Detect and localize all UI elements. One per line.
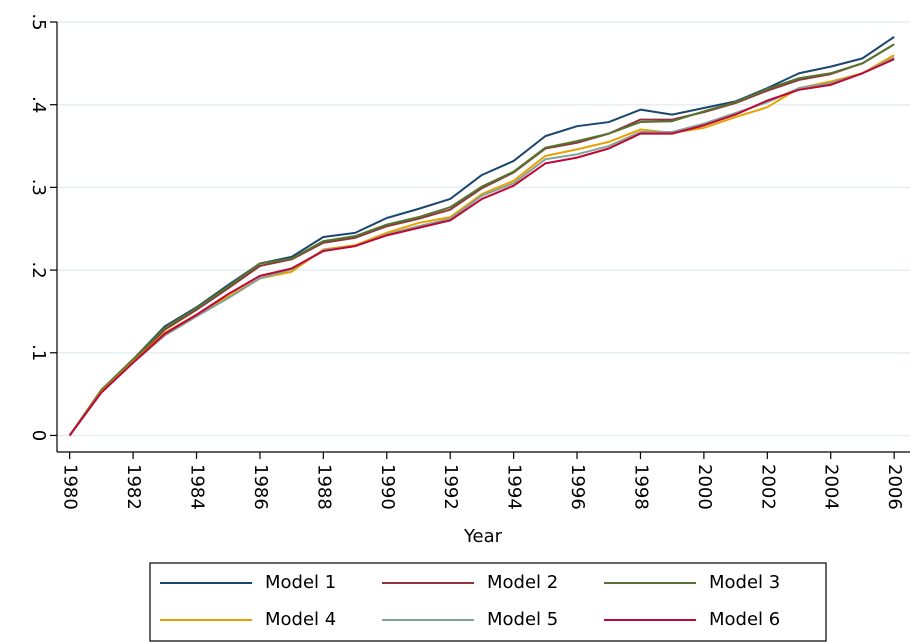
series-line — [68, 43, 895, 437]
x-tick-label: 1996 — [567, 464, 588, 510]
x-tick-label: 2004 — [821, 464, 842, 510]
legend-label: Model 5 — [487, 609, 558, 630]
y-tick-label: .2 — [28, 261, 49, 278]
legend-label: Model 6 — [709, 609, 780, 630]
legend-box — [149, 562, 827, 642]
x-tick-label: 1992 — [440, 464, 461, 510]
legend-label: Model 1 — [265, 572, 336, 593]
y-tick-label: 0 — [28, 430, 49, 441]
legend-label: Model 4 — [265, 609, 336, 630]
legend-label: Model 2 — [487, 572, 558, 593]
x-tick-label: 1998 — [630, 464, 651, 510]
series-line — [68, 43, 895, 437]
y-tick-label: .3 — [28, 179, 49, 196]
x-axis-title: Year — [463, 526, 503, 547]
x-tick-label: 1994 — [504, 464, 525, 510]
x-tick-label: 2002 — [757, 464, 778, 510]
y-tick-label: .5 — [28, 13, 49, 30]
x-tick-label: 1980 — [60, 464, 81, 510]
x-tick-label: 1986 — [250, 464, 271, 510]
x-tick-label: 1990 — [377, 464, 398, 510]
series-line — [68, 58, 895, 437]
x-tick-label: 1988 — [313, 464, 334, 510]
x-tick-label: 2000 — [694, 464, 715, 510]
y-tick-label: .4 — [28, 96, 49, 113]
x-tick-label: 1984 — [187, 464, 208, 510]
series-line — [68, 54, 895, 437]
series-line — [68, 56, 895, 437]
y-tick-label: .1 — [28, 344, 49, 361]
legend-label: Model 3 — [709, 572, 780, 593]
series-line — [68, 36, 895, 437]
x-tick-label: 2006 — [884, 464, 905, 510]
x-tick-label: 1982 — [123, 464, 144, 510]
